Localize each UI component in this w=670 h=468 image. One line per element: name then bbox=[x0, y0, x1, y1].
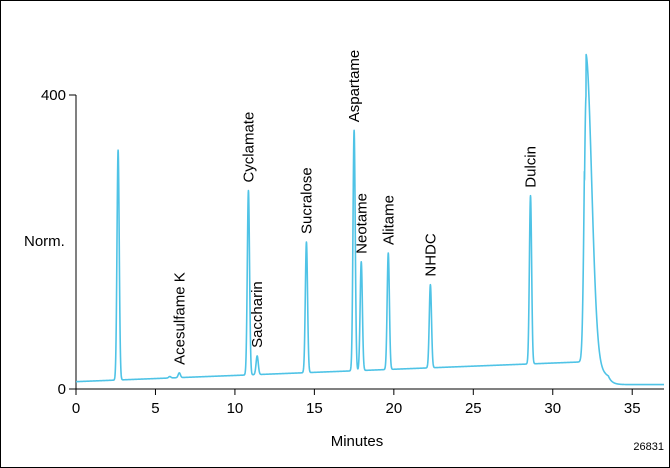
x-tick-label: 30 bbox=[544, 400, 561, 417]
figure-id: 26831 bbox=[633, 441, 664, 453]
peak-label: Aspartame bbox=[346, 50, 363, 123]
peak-label: Alitame bbox=[380, 195, 397, 245]
y-tick-label: 0 bbox=[58, 381, 66, 398]
y-axis-title: Norm. bbox=[24, 233, 65, 250]
x-tick-label: 5 bbox=[151, 400, 159, 417]
x-tick-label: 25 bbox=[465, 400, 482, 417]
peak-label: Saccharin bbox=[249, 281, 266, 348]
axes bbox=[75, 95, 664, 390]
peak-label: Neotame bbox=[353, 193, 370, 254]
x-tick-label: 20 bbox=[385, 400, 402, 417]
x-tick-label: 10 bbox=[227, 400, 244, 417]
x-ticks: 0 5 10 15 20 25 30 35 bbox=[72, 389, 641, 417]
peak-label: NHDC bbox=[422, 233, 439, 276]
peak-label: Cyclamate bbox=[240, 112, 257, 183]
peak-label: Acesulfame K bbox=[171, 272, 188, 365]
x-tick-label: 15 bbox=[306, 400, 323, 417]
x-axis-title: Minutes bbox=[331, 433, 384, 450]
y-ticks: 0 400 bbox=[41, 87, 76, 398]
x-tick-label: 0 bbox=[72, 400, 80, 417]
chromatogram-trace bbox=[75, 53, 665, 386]
peak-label: Sucralose bbox=[298, 167, 315, 234]
peak-labels: Acesulfame K Cyclamate Saccharin Sucralose A… bbox=[171, 50, 539, 365]
y-tick-label: 400 bbox=[41, 87, 66, 104]
peak-label: Dulcin bbox=[523, 146, 540, 188]
x-tick-label: 35 bbox=[624, 400, 641, 417]
